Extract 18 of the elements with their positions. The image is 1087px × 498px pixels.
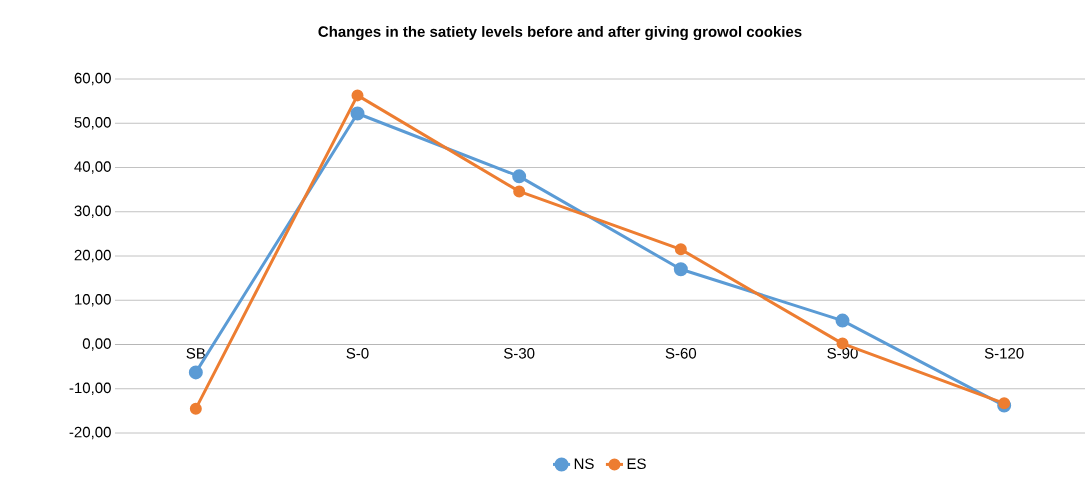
chart-title: Changes in the satiety levels before and after giving growol cookies xyxy=(318,25,802,41)
x-tick-label: SB xyxy=(186,348,206,359)
y-tick-label: 40,00 xyxy=(74,161,111,174)
y-tick-label: 0,00 xyxy=(82,338,111,351)
y-tick-label: 60,00 xyxy=(74,72,111,86)
y-tick-label: 50,00 xyxy=(74,117,111,130)
y-tick-label: 30,00 xyxy=(74,205,111,218)
x-tick-label: S-60 xyxy=(665,348,697,359)
legend-label: NS xyxy=(574,458,594,470)
x-tick-label: S-30 xyxy=(504,348,535,359)
legend-label: ES xyxy=(627,458,646,470)
y-tick-label: 20,00 xyxy=(74,249,111,263)
x-tick-label: S-0 xyxy=(346,348,369,359)
y-tick-label: -20,00 xyxy=(69,426,111,440)
x-tick-label: S-120 xyxy=(984,348,1024,359)
x-tick-label: S-90 xyxy=(827,348,858,359)
y-tick-label: -10,00 xyxy=(69,382,111,395)
y-tick-label: 10,00 xyxy=(75,294,111,307)
